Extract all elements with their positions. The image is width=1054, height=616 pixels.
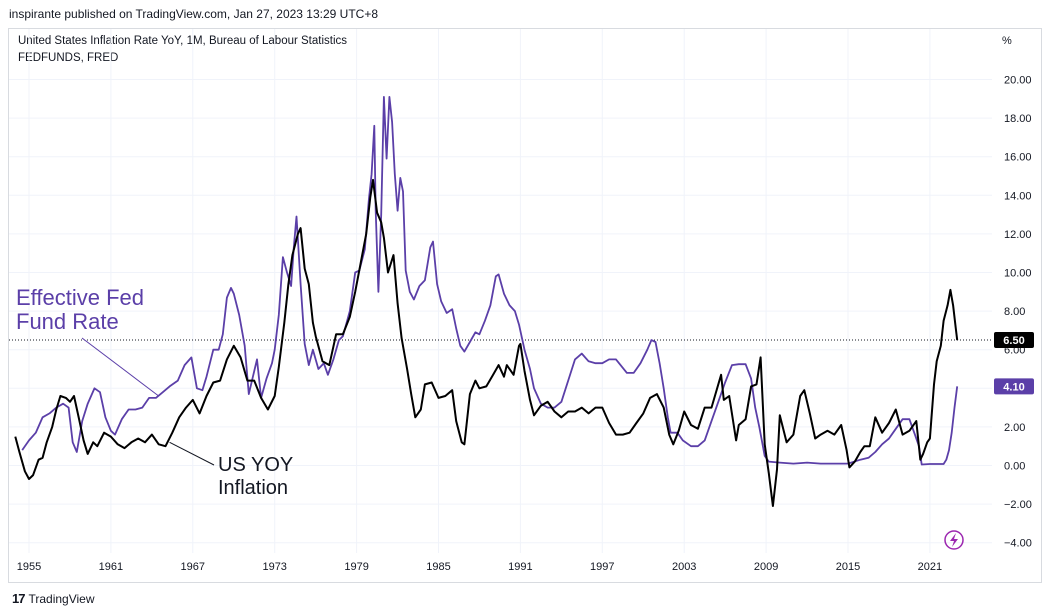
annotation-text: Effective Fed: [16, 285, 144, 310]
x-tick-label: 1973: [262, 561, 286, 573]
x-tick-label: 1997: [590, 561, 614, 573]
y-tick-label: −4.00: [1004, 538, 1032, 550]
last-value-label: 6.50: [1003, 335, 1024, 347]
x-tick-label: 1967: [181, 561, 205, 573]
y-axis-unit: %: [1002, 35, 1012, 47]
publisher-info: inspirante published on TradingView.com,…: [9, 7, 379, 21]
last-value-badges: 6.50 4.10: [994, 332, 1034, 395]
x-tick-label: 2021: [918, 561, 942, 573]
lightning-icon[interactable]: [944, 530, 964, 550]
y-axis: 20.0018.0016.0014.0012.0010.008.006.004.…: [1004, 75, 1032, 550]
annotation-pointer: [81, 337, 159, 397]
series-layer: [14, 96, 959, 507]
last-value-badge-fedfunds: [994, 378, 1034, 395]
y-tick-label: 2.00: [1004, 422, 1025, 434]
y-tick-label: 14.00: [1004, 190, 1032, 202]
tradingview-logo-icon[interactable]: 17: [12, 591, 26, 606]
series-line-fedfunds[interactable]: [21, 96, 959, 466]
y-tick-label: 20.00: [1004, 75, 1032, 87]
series-line-inflation[interactable]: [14, 178, 959, 507]
legend-series-fedfunds[interactable]: FEDFUNDS, FRED: [18, 52, 119, 64]
x-tick-label: 1985: [426, 561, 450, 573]
x-tick-label: 1991: [508, 561, 532, 573]
grid-lines: [9, 29, 992, 553]
y-tick-label: 12.00: [1004, 229, 1032, 241]
y-tick-label: 10.00: [1004, 268, 1032, 280]
annotation-text: Inflation: [218, 477, 288, 499]
x-tick-label: 1979: [344, 561, 368, 573]
x-tick-label: 2009: [754, 561, 778, 573]
last-value-badge-inflation: [994, 332, 1034, 349]
x-tick-label: 2015: [836, 561, 860, 573]
x-axis: 1955 1961 1967 1973 1979 1985 1991 1997 2003 2009…: [17, 561, 942, 573]
x-tick-label: 2003: [672, 561, 696, 573]
footer: 17 TradingView: [12, 591, 95, 606]
x-tick-label: 1955: [17, 561, 41, 573]
y-tick-label: −2.00: [1004, 499, 1032, 511]
annotation-text: US YOY: [218, 454, 293, 476]
x-tick-label: 1961: [99, 561, 123, 573]
last-value-label: 4.10: [1003, 381, 1024, 393]
annotation-pointer: [169, 441, 215, 466]
chart-frame: [8, 28, 1042, 583]
y-tick-label: 8.00: [1004, 306, 1025, 318]
y-tick-label: 0.00: [1004, 461, 1025, 473]
y-tick-label: 16.00: [1004, 152, 1032, 164]
y-tick-label: 18.00: [1004, 113, 1032, 125]
annotation-text: Fund Rate: [16, 309, 119, 334]
brand-name[interactable]: TradingView: [28, 591, 95, 606]
legend-series-inflation[interactable]: United States Inflation Rate YoY, 1M, Bu…: [18, 35, 348, 47]
